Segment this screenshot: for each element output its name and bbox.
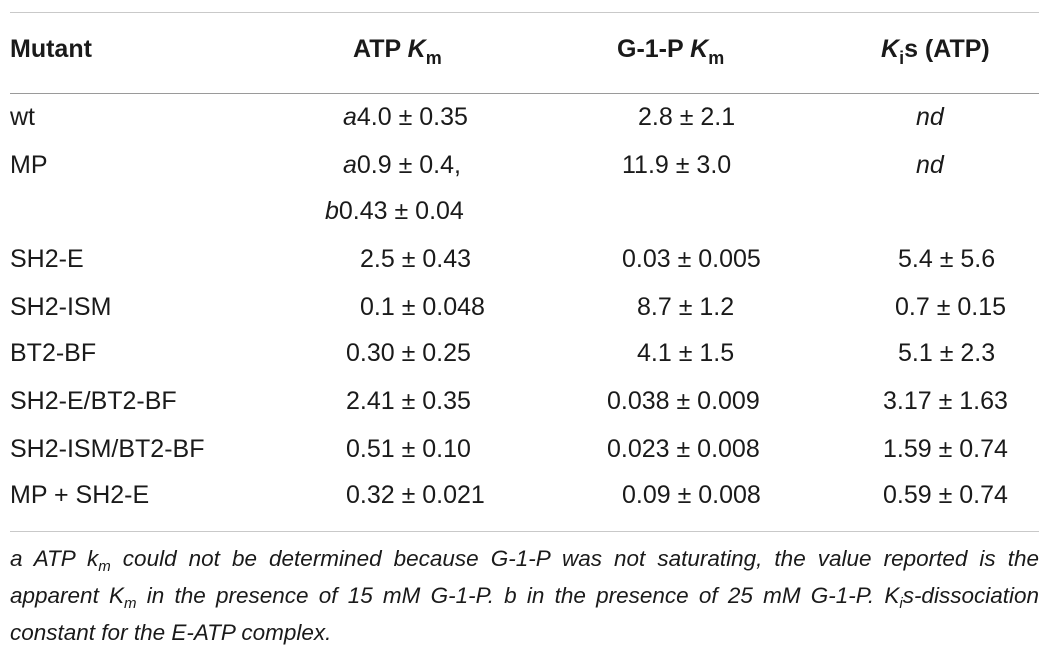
- header-atp-km: ATP Km: [353, 35, 442, 68]
- header-g1p-km: G-1-P Km: [617, 35, 725, 68]
- cell-kis: 0.7 ± 0.15: [895, 293, 1007, 321]
- cell-g1p-km: 0.09 ± 0.008: [622, 481, 761, 509]
- cell-mutant: SH2-ISM: [10, 293, 112, 321]
- cell-mutant: SH2-ISM/BT2-BF: [10, 435, 205, 463]
- cell-atp-km: 0.1 ± 0.048: [360, 293, 485, 321]
- cell-g1p-km: 2.8 ± 2.1: [638, 103, 736, 131]
- cell-atp-km: 0.51 ± 0.10: [346, 435, 471, 463]
- cell-g1p-km: 0.03 ± 0.005: [622, 245, 761, 273]
- cell-atp-km: 2.41 ± 0.35: [346, 387, 471, 415]
- cell-atp-km: 2.5 ± 0.43: [360, 245, 472, 273]
- cell-kis: 3.17 ± 1.63: [883, 387, 1008, 415]
- cell-mutant: MP + SH2-E: [10, 481, 150, 509]
- cell-kis: 5.4 ± 5.6: [898, 245, 996, 273]
- top-rule: [10, 12, 1039, 13]
- cell-g1p-km: 0.038 ± 0.009: [607, 387, 760, 415]
- cell-g1p-km: 8.7 ± 1.2: [637, 293, 735, 321]
- cell-g1p-km: 4.1 ± 1.5: [637, 339, 735, 367]
- header-mutant: Mutant: [10, 35, 92, 63]
- cell-g1p-km: 0.023 ± 0.008: [607, 435, 760, 463]
- cell-atp-km: a4.0 ± 0.35: [343, 103, 468, 131]
- header-rule: [10, 93, 1039, 94]
- cell-kis: nd: [916, 103, 944, 131]
- cell-kis: 1.59 ± 0.74: [883, 435, 1008, 463]
- cell-mutant: SH2-E: [10, 245, 84, 273]
- cell-atp-km-alt: b0.43 ± 0.04: [325, 197, 464, 225]
- cell-kis: 0.59 ± 0.74: [883, 481, 1008, 509]
- bottom-rule: [10, 531, 1039, 532]
- cell-atp-km: 0.30 ± 0.25: [346, 339, 471, 367]
- cell-mutant: BT2-BF: [10, 339, 97, 367]
- cell-mutant: MP: [10, 151, 48, 179]
- cell-kis: nd: [916, 151, 944, 179]
- header-kis-atp: Kis (ATP): [881, 35, 990, 68]
- cell-mutant: wt: [10, 103, 35, 131]
- cell-mutant: SH2-E/BT2-BF: [10, 387, 177, 415]
- cell-atp-km: a0.9 ± 0.4,: [343, 151, 461, 179]
- cell-kis: 5.1 ± 2.3: [898, 339, 996, 367]
- table-footnote: a ATP km could not be determined because…: [10, 546, 1039, 645]
- cell-atp-km: 0.32 ± 0.021: [346, 481, 485, 509]
- cell-g1p-km: 11.9 ± 3.0: [622, 151, 732, 179]
